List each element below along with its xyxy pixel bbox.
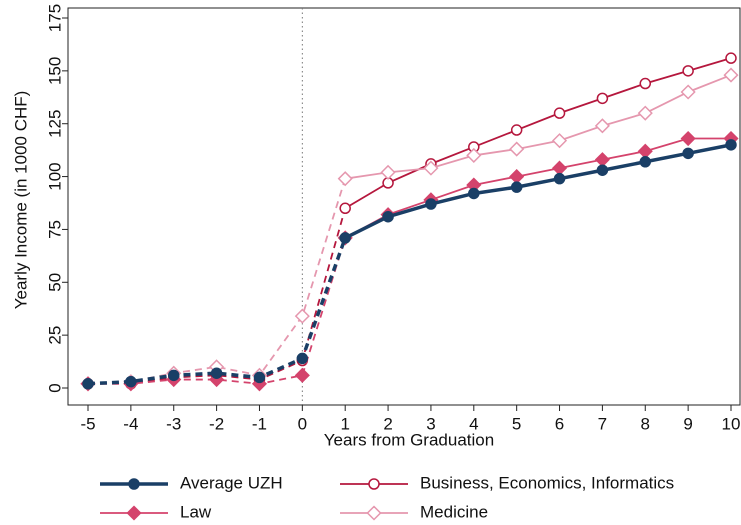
data-point bbox=[553, 172, 566, 185]
data-point bbox=[167, 369, 180, 382]
x-tick-label: -3 bbox=[166, 414, 181, 433]
data-point bbox=[296, 352, 309, 365]
data-point bbox=[337, 171, 353, 187]
y-tick-label: 150 bbox=[45, 57, 64, 85]
x-tick-label: 7 bbox=[598, 414, 607, 433]
legend-label: Business, Economics, Informatics bbox=[420, 473, 674, 492]
x-tick-label: 8 bbox=[641, 414, 650, 433]
data-point bbox=[294, 308, 310, 324]
x-tick-label: 6 bbox=[555, 414, 564, 433]
data-point bbox=[680, 84, 696, 100]
data-point bbox=[382, 210, 394, 223]
legend-marker bbox=[366, 505, 382, 521]
data-point bbox=[509, 169, 525, 185]
data-point bbox=[596, 164, 609, 176]
data-point bbox=[594, 118, 610, 134]
data-point bbox=[425, 198, 437, 210]
data-point bbox=[637, 105, 653, 121]
x-tick-label: -2 bbox=[209, 414, 224, 433]
x-tick-label: -4 bbox=[123, 414, 138, 433]
data-point bbox=[639, 77, 652, 90]
legend-label: Law bbox=[180, 502, 212, 521]
data-point bbox=[723, 67, 739, 83]
x-tick-label: 10 bbox=[722, 414, 741, 433]
data-point bbox=[509, 141, 525, 157]
data-point bbox=[639, 156, 652, 168]
data-point bbox=[682, 147, 694, 160]
series-line bbox=[344, 143, 732, 240]
series-line bbox=[87, 178, 347, 385]
y-axis-label: Yearly Income (in 1000 CHF) bbox=[11, 91, 30, 310]
data-point bbox=[596, 92, 609, 105]
y-tick-label: 175 bbox=[45, 4, 64, 32]
legend-label: Medicine bbox=[420, 502, 488, 521]
data-point bbox=[725, 52, 737, 64]
data-point bbox=[468, 187, 480, 200]
legend-marker bbox=[128, 478, 140, 490]
x-axis-label: Years from Graduation bbox=[324, 430, 494, 449]
data-point bbox=[551, 133, 568, 149]
data-point bbox=[294, 367, 310, 383]
legend-marker bbox=[368, 478, 380, 490]
data-point bbox=[680, 130, 696, 147]
x-tick-label: -5 bbox=[80, 414, 95, 433]
legend-label: Average UZH bbox=[180, 473, 283, 492]
data-point bbox=[510, 124, 523, 136]
data-point bbox=[339, 202, 351, 215]
y-tick-label: 0 bbox=[45, 383, 64, 392]
data-point bbox=[466, 147, 482, 163]
y-tick-label: 25 bbox=[45, 326, 64, 345]
series-line bbox=[344, 137, 731, 239]
data-point bbox=[253, 371, 266, 384]
x-tick-label: 1 bbox=[340, 414, 349, 433]
data-point bbox=[682, 65, 694, 77]
x-tick-label: 3 bbox=[426, 414, 435, 433]
data-point bbox=[125, 375, 137, 388]
data-point bbox=[725, 139, 737, 151]
data-point bbox=[82, 378, 94, 390]
legend-marker bbox=[126, 505, 142, 521]
data-point bbox=[553, 107, 566, 119]
data-point bbox=[380, 164, 396, 180]
y-tick-label: 75 bbox=[45, 220, 64, 239]
y-tick-label: 125 bbox=[45, 110, 64, 138]
data-point bbox=[423, 160, 439, 176]
x-tick-label: 4 bbox=[469, 414, 478, 433]
data-point bbox=[339, 232, 351, 244]
series-line bbox=[345, 74, 732, 180]
data-point bbox=[551, 160, 568, 176]
x-tick-label: 0 bbox=[298, 414, 307, 433]
y-tick-label: 100 bbox=[45, 162, 64, 190]
plot-frame bbox=[67, 7, 741, 406]
x-tick-label: 2 bbox=[383, 414, 392, 433]
data-point bbox=[594, 152, 610, 168]
data-point bbox=[210, 367, 223, 379]
data-point bbox=[637, 143, 653, 159]
data-point bbox=[510, 181, 523, 193]
series-line bbox=[344, 57, 732, 210]
x-tick-label: 5 bbox=[512, 414, 521, 433]
x-tick-label: 9 bbox=[683, 414, 692, 433]
y-tick-label: 50 bbox=[45, 273, 64, 292]
x-tick-label: -1 bbox=[252, 414, 267, 433]
